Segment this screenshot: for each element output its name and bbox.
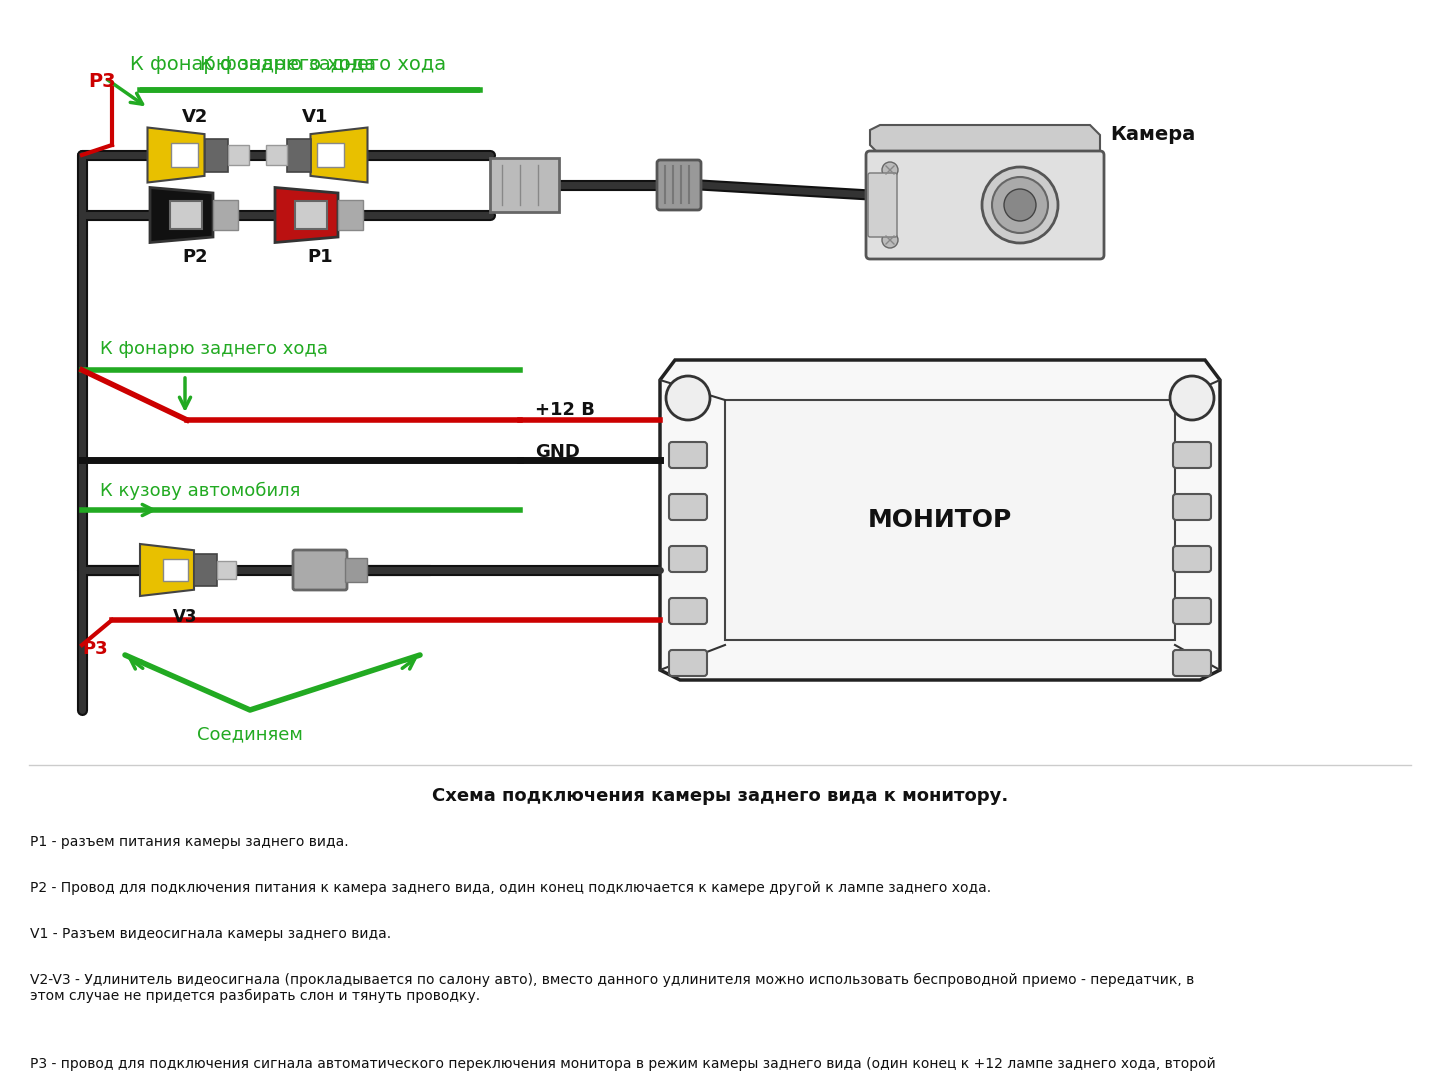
Circle shape xyxy=(1004,189,1035,221)
Circle shape xyxy=(881,232,899,248)
FancyBboxPatch shape xyxy=(865,151,1104,259)
Circle shape xyxy=(665,376,710,420)
Polygon shape xyxy=(311,128,367,182)
FancyBboxPatch shape xyxy=(170,200,202,229)
Polygon shape xyxy=(140,544,194,596)
FancyBboxPatch shape xyxy=(295,200,327,229)
FancyBboxPatch shape xyxy=(490,158,559,212)
FancyBboxPatch shape xyxy=(213,199,238,230)
Text: МОНИТОР: МОНИТОР xyxy=(868,508,1012,532)
FancyBboxPatch shape xyxy=(724,400,1175,640)
FancyBboxPatch shape xyxy=(204,138,229,172)
Text: Р3 - провод для подключения сигнала автоматического переключения монитора в режи: Р3 - провод для подключения сигнала авто… xyxy=(30,1057,1215,1072)
FancyBboxPatch shape xyxy=(338,199,363,230)
FancyBboxPatch shape xyxy=(1174,494,1211,520)
Text: P2 - Провод для подключения питания к камера заднего вида, один конец подключает: P2 - Провод для подключения питания к ка… xyxy=(30,881,991,895)
FancyBboxPatch shape xyxy=(1174,650,1211,676)
FancyBboxPatch shape xyxy=(317,143,344,167)
Text: P1 - разъем питания камеры заднего вида.: P1 - разъем питания камеры заднего вида. xyxy=(30,835,348,849)
Text: К фонарю заднего хода: К фонарю заднего хода xyxy=(99,340,328,358)
Circle shape xyxy=(982,167,1058,243)
FancyBboxPatch shape xyxy=(1174,546,1211,572)
FancyBboxPatch shape xyxy=(229,145,249,165)
FancyBboxPatch shape xyxy=(670,546,707,572)
FancyBboxPatch shape xyxy=(287,138,311,172)
Text: К фонарю заднего хода: К фонарю заднего хода xyxy=(130,55,376,74)
Text: P2: P2 xyxy=(183,248,207,266)
Text: V1 - Разъем видеосигнала камеры заднего вида.: V1 - Разъем видеосигнала камеры заднего … xyxy=(30,927,392,941)
Text: Схема подключения камеры заднего вида к монитору.: Схема подключения камеры заднего вида к … xyxy=(432,787,1008,805)
Polygon shape xyxy=(150,188,213,242)
FancyBboxPatch shape xyxy=(171,143,197,167)
FancyBboxPatch shape xyxy=(670,494,707,520)
FancyBboxPatch shape xyxy=(194,554,216,585)
FancyBboxPatch shape xyxy=(868,173,897,237)
FancyBboxPatch shape xyxy=(1174,598,1211,624)
FancyBboxPatch shape xyxy=(1174,442,1211,468)
Circle shape xyxy=(1169,376,1214,420)
FancyBboxPatch shape xyxy=(266,145,287,165)
Text: Соединяем: Соединяем xyxy=(197,725,302,743)
FancyBboxPatch shape xyxy=(216,561,236,579)
Text: V1: V1 xyxy=(302,108,328,126)
Polygon shape xyxy=(660,360,1220,680)
Text: +12 В: +12 В xyxy=(536,401,595,419)
Polygon shape xyxy=(870,125,1100,155)
Text: V2: V2 xyxy=(181,108,209,126)
Polygon shape xyxy=(275,188,338,242)
Text: GND: GND xyxy=(536,443,580,461)
Circle shape xyxy=(881,162,899,178)
Circle shape xyxy=(992,177,1048,233)
Text: P1: P1 xyxy=(307,248,333,266)
Text: P3: P3 xyxy=(82,640,108,658)
FancyBboxPatch shape xyxy=(670,442,707,468)
FancyBboxPatch shape xyxy=(292,550,347,590)
Text: К фонарю заднего хода: К фонарю заднего хода xyxy=(200,55,446,74)
FancyBboxPatch shape xyxy=(657,160,701,210)
FancyBboxPatch shape xyxy=(670,598,707,624)
Text: V3: V3 xyxy=(173,608,197,626)
FancyBboxPatch shape xyxy=(346,559,367,582)
Text: V2-V3 - Удлинитель видеосигнала (прокладывается по салону авто), вместо данного : V2-V3 - Удлинитель видеосигнала (проклад… xyxy=(30,973,1194,1003)
Text: P3: P3 xyxy=(88,72,115,91)
Text: Камера: Камера xyxy=(1110,125,1195,145)
FancyBboxPatch shape xyxy=(670,650,707,676)
Polygon shape xyxy=(147,128,204,182)
FancyBboxPatch shape xyxy=(163,559,187,581)
Text: К кузову автомобиля: К кузову автомобиля xyxy=(99,482,301,501)
